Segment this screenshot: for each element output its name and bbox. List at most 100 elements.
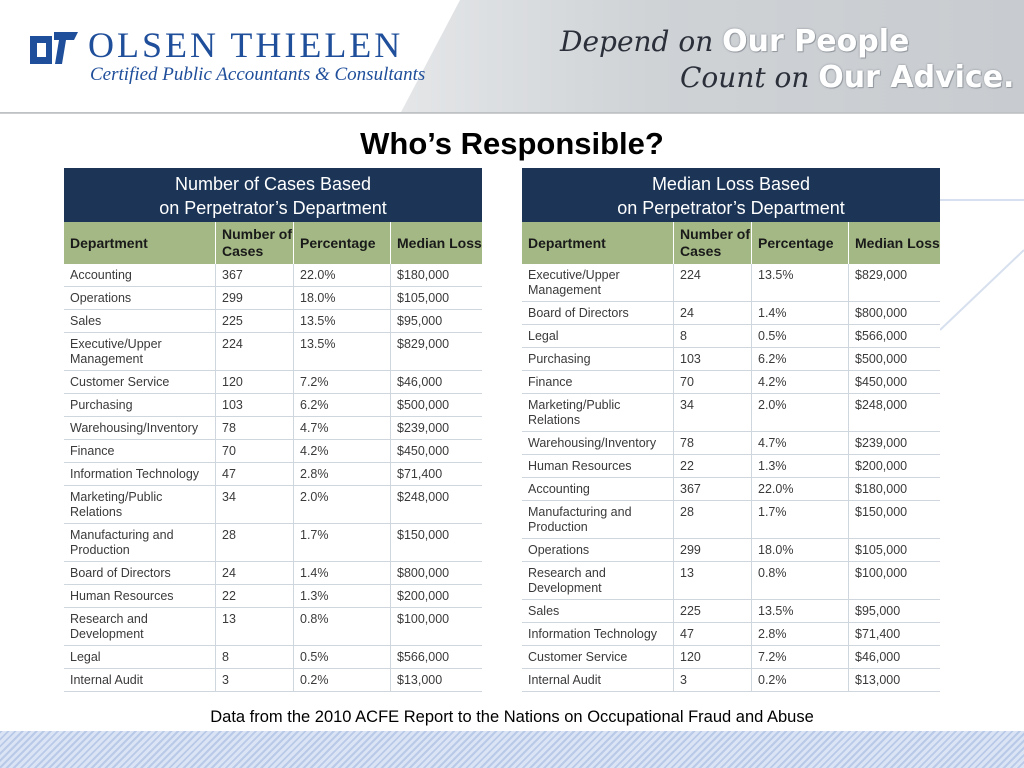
cell-department: Human Resources — [522, 455, 674, 477]
tagline-line-1: Depend on Our People — [560, 24, 909, 59]
tagline-line-2: Count on Our Advice. — [680, 60, 1014, 95]
cell-department: Purchasing — [522, 348, 674, 370]
cell-cases: 78 — [216, 417, 294, 439]
cell-median-loss: $100,000 — [397, 612, 450, 626]
table-row: Accounting 367 22.0% $180,000 — [64, 264, 482, 287]
cell-department: Board of Directors — [522, 302, 674, 324]
cell-cases: 120 — [216, 371, 294, 393]
table-heading-line-2: on Perpetrator’s Department — [159, 198, 387, 218]
cell-department: Accounting — [64, 264, 216, 286]
table-row: Legal 8 0.5% $566,000 — [64, 646, 482, 669]
tagline-2-prefix: Count on — [680, 61, 810, 94]
cell-percentage: 13.5% — [294, 333, 391, 370]
column-header-department: Department — [522, 222, 674, 264]
column-header-percentage: Percentage — [752, 222, 849, 264]
cell-cases: 225 — [674, 600, 752, 622]
column-header-median-loss: Median Loss — [397, 234, 482, 251]
column-header-department: Department — [64, 222, 216, 264]
cell-cases: 47 — [674, 623, 752, 645]
column-header-row: Department Number of Cases Percentage Me… — [64, 222, 482, 264]
cell-percentage: 4.7% — [752, 432, 849, 454]
cell-department: Manufacturing and Production — [522, 501, 674, 538]
table-row: Marketing/Public Relations 34 2.0% $248,000 — [64, 486, 482, 524]
cell-percentage: 7.2% — [294, 371, 391, 393]
cell-median-loss: $500,000 — [397, 398, 450, 412]
cell-median-loss: $105,000 — [855, 543, 908, 557]
table-row: Human Resources 22 1.3% $200,000 — [64, 585, 482, 608]
column-header-median-loss: Median Loss — [855, 234, 940, 251]
cell-cases: 299 — [216, 287, 294, 309]
table-body: Executive/Upper Management 224 13.5% $829,0… — [522, 264, 940, 692]
cell-percentage: 6.2% — [294, 394, 391, 416]
cell-cases: 22 — [674, 455, 752, 477]
tagline-1-prefix: Depend on — [560, 25, 714, 58]
cell-median-loss: $46,000 — [397, 375, 443, 389]
cell-percentage: 0.2% — [294, 669, 391, 691]
cell-department: Manufacturing and Production — [64, 524, 216, 561]
table-row: Accounting 367 22.0% $180,000 — [522, 478, 940, 501]
cell-cases: 367 — [674, 478, 752, 500]
cell-percentage: 18.0% — [752, 539, 849, 561]
table-body: Accounting 367 22.0% $180,000 Operations 299 1… — [64, 264, 482, 692]
table-row: Information Technology 47 2.8% $71,400 — [522, 623, 940, 646]
header-divider — [0, 112, 1024, 114]
cell-department: Executive/Upper Management — [522, 264, 674, 301]
cell-median-loss: $800,000 — [855, 306, 908, 320]
table-heading: Number of Cases Based on Perpetrator’s D… — [64, 168, 482, 222]
cell-cases: 120 — [674, 646, 752, 668]
cell-median-loss: $71,400 — [855, 627, 901, 641]
table-heading-line-2: on Perpetrator’s Department — [617, 198, 845, 218]
cell-median-loss: $13,000 — [855, 673, 901, 687]
footer-band — [0, 731, 1024, 768]
cell-median-loss: $95,000 — [855, 604, 901, 618]
cell-department: Finance — [64, 440, 216, 462]
tagline-2-emphasis: Our Advice. — [818, 60, 1015, 95]
table-row: Warehousing/Inventory 78 4.7% $239,000 — [522, 432, 940, 455]
median-loss-by-department-table: Median Loss Based on Perpetrator’s Depar… — [522, 168, 940, 692]
tagline-1-emphasis: Our People — [722, 24, 910, 59]
table-row: Purchasing 103 6.2% $500,000 — [64, 394, 482, 417]
cell-cases: 8 — [674, 325, 752, 347]
table-row: Manufacturing and Production 28 1.7% $150,0… — [64, 524, 482, 562]
cell-department: Information Technology — [522, 623, 674, 645]
cell-cases: 24 — [216, 562, 294, 584]
cell-median-loss: $95,000 — [397, 314, 443, 328]
table-heading-line-1: Number of Cases Based — [174, 174, 372, 194]
cell-department: Operations — [522, 539, 674, 561]
company-subtitle: Certified Public Accountants & Consultan… — [90, 64, 426, 85]
cell-department: Research and Development — [522, 562, 674, 599]
table-row: Executive/Upper Management 224 13.5% $829,0… — [522, 264, 940, 302]
table-row: Executive/Upper Management 224 13.5% $829,0… — [64, 333, 482, 371]
cell-cases: 224 — [216, 333, 294, 370]
table-row: Research and Development 13 0.8% $100,000 — [64, 608, 482, 646]
table-heading-line-1: Median Loss Based — [651, 174, 811, 194]
cell-percentage: 7.2% — [752, 646, 849, 668]
cell-percentage: 2.0% — [294, 486, 391, 523]
cell-percentage: 13.5% — [752, 264, 849, 301]
cell-department: Information Technology — [64, 463, 216, 485]
cell-median-loss: $239,000 — [397, 421, 450, 435]
cell-percentage: 1.3% — [752, 455, 849, 477]
company-logo-icon — [30, 32, 78, 64]
cell-median-loss: $150,000 — [855, 505, 908, 519]
cell-median-loss: $239,000 — [855, 436, 908, 450]
cell-percentage: 1.7% — [294, 524, 391, 561]
cell-median-loss: $566,000 — [855, 329, 908, 343]
cell-percentage: 4.2% — [294, 440, 391, 462]
source-note: Data from the 2010 ACFE Report to the Na… — [210, 708, 814, 726]
cell-percentage: 2.8% — [294, 463, 391, 485]
table-row: Sales 225 13.5% $95,000 — [64, 310, 482, 333]
cell-department: Internal Audit — [522, 669, 674, 691]
cell-percentage: 0.2% — [752, 669, 849, 691]
table-row: Board of Directors 24 1.4% $800,000 — [64, 562, 482, 585]
cell-median-loss: $150,000 — [397, 528, 450, 542]
table-row: Human Resources 22 1.3% $200,000 — [522, 455, 940, 478]
cell-percentage: 4.2% — [752, 371, 849, 393]
cell-department: Finance — [522, 371, 674, 393]
cell-percentage: 0.5% — [752, 325, 849, 347]
cell-department: Accounting — [522, 478, 674, 500]
column-header-cases: Number of Cases — [216, 222, 294, 264]
table-row: Purchasing 103 6.2% $500,000 — [522, 348, 940, 371]
cell-cases: 34 — [216, 486, 294, 523]
cell-department: Customer Service — [522, 646, 674, 668]
